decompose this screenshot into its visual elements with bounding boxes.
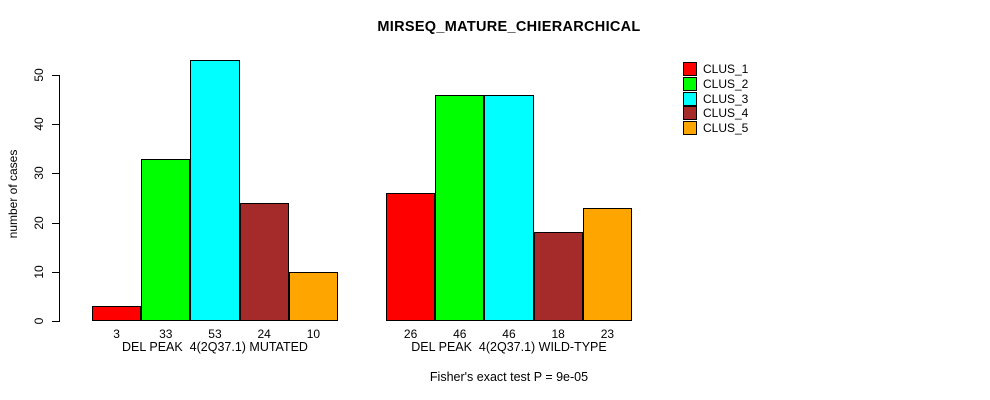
- y-axis-tick: [52, 222, 59, 224]
- legend-swatch: [683, 77, 697, 92]
- bar-value-label: 3: [113, 327, 120, 341]
- y-axis: [59, 75, 60, 322]
- bar-clus_4-group0: [239, 202, 289, 321]
- y-axis-tick-label: 40: [32, 117, 46, 131]
- legend-swatch: [683, 121, 697, 136]
- fisher-test-annotation: Fisher's exact test P = 9e-05: [429, 370, 589, 384]
- bar-clus_4-group1: [533, 232, 583, 321]
- y-axis-tick-label: 0: [32, 317, 46, 325]
- y-axis-tick-label: 30: [32, 166, 46, 181]
- y-axis-label: number of cases: [6, 149, 20, 239]
- legend-item: CLUS_4: [683, 106, 748, 121]
- legend-item: CLUS_5: [683, 121, 748, 136]
- bar-value-label: 10: [306, 327, 321, 341]
- legend-label: CLUS_4: [703, 106, 749, 121]
- bar-clus_2-group1: [435, 94, 485, 321]
- legend: CLUS_1 CLUS_2 CLUS_3 CLUS_4 CLUS_5: [683, 62, 748, 136]
- bar-value-label: 46: [502, 327, 516, 341]
- y-axis-tick: [52, 271, 59, 273]
- y-axis-tick: [52, 321, 59, 322]
- group-label-wild-type: DEL PEAK 4(2Q37.1) WILD-TYPE: [411, 340, 607, 354]
- group-label-mutated: DEL PEAK 4(2Q37.1) MUTATED: [122, 340, 308, 354]
- legend-swatch: [683, 91, 697, 106]
- bar-clus_3-group1: [484, 94, 534, 321]
- y-axis-tick: [52, 124, 59, 126]
- bar-clus_2-group0: [141, 158, 191, 321]
- legend-item: CLUS_3: [683, 91, 748, 106]
- bar-value-label: 23: [600, 327, 615, 341]
- bar-clus_5-group1: [582, 207, 632, 321]
- bar-value-label: 18: [551, 327, 565, 341]
- legend-label: CLUS_5: [703, 121, 749, 136]
- bar-value-label: 24: [257, 327, 271, 341]
- legend-item: CLUS_2: [683, 77, 748, 92]
- legend-label: CLUS_3: [703, 91, 749, 106]
- y-axis-tick-label: 20: [32, 215, 46, 230]
- legend-swatch: [683, 106, 697, 121]
- legend-label: CLUS_2: [703, 77, 749, 92]
- legend-item: CLUS_1: [683, 62, 748, 77]
- y-axis-tick: [52, 173, 59, 175]
- bar-clus_5-group0: [288, 271, 338, 321]
- bar-value-label: 33: [159, 327, 173, 341]
- y-axis-tick: [52, 75, 59, 76]
- y-axis-tick-label: 10: [32, 265, 46, 279]
- bar-value-label: 46: [453, 327, 467, 341]
- y-axis-tick-label: 50: [32, 68, 46, 82]
- bar-clus_3-group0: [190, 60, 240, 321]
- bar-value-label: 53: [208, 327, 222, 341]
- bar-clus_1-group0: [92, 306, 142, 321]
- bar-clus_1-group1: [386, 193, 436, 321]
- legend-label: CLUS_1: [703, 62, 749, 77]
- chart-title: MIRSEQ_MATURE_CHIERARCHICAL: [377, 19, 641, 35]
- bar-value-label: 26: [403, 327, 418, 341]
- legend-swatch: [683, 62, 697, 77]
